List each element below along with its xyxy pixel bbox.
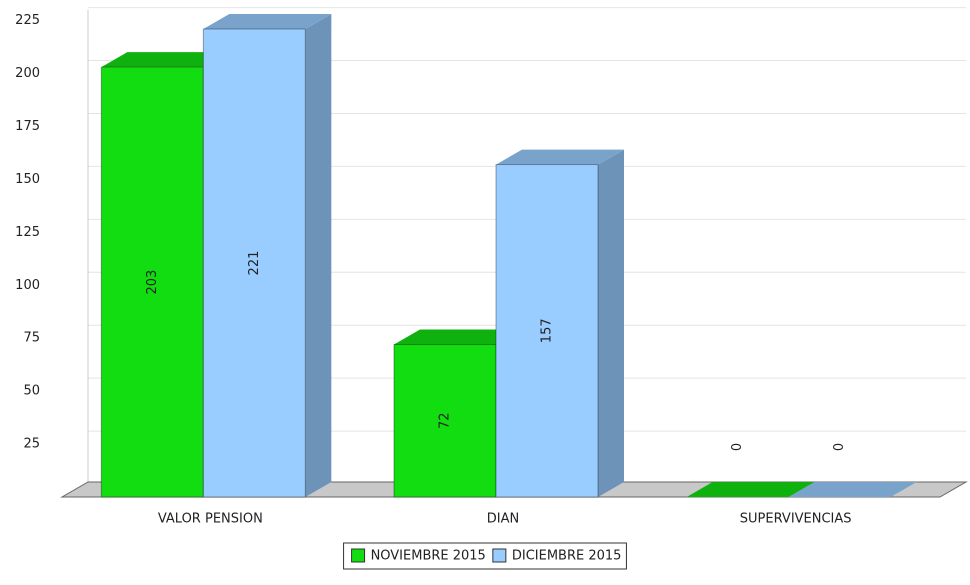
x-tick-label: SUPERVIVENCIAS	[740, 512, 852, 527]
bar-group: 0	[686, 443, 815, 497]
bar-top	[101, 52, 230, 68]
bar-group: 0	[788, 443, 917, 497]
bar	[100, 66, 204, 498]
y-tick-label: 175	[15, 119, 40, 134]
bar-top	[203, 14, 332, 30]
legend-swatch	[351, 548, 366, 563]
data-label: 72	[438, 413, 453, 430]
bar-group: 157	[495, 149, 624, 498]
bar-side	[598, 149, 624, 497]
bar-top	[496, 149, 624, 165]
data-label: 221	[247, 251, 262, 276]
x-tick-label: VALOR PENSION	[158, 512, 263, 527]
y-tick-label: 25	[23, 437, 40, 452]
data-label: 0	[730, 443, 745, 451]
data-label: 0	[832, 443, 847, 451]
bar-top	[788, 482, 917, 497]
y-tick-label: 75	[23, 331, 40, 346]
legend-box	[343, 542, 627, 570]
bar	[202, 28, 306, 498]
legend: NOVIEMBRE 2015 DICIEMBRE 2015	[343, 542, 627, 570]
y-tick-label: 50	[23, 384, 40, 399]
legend-label: NOVIEMBRE 2015	[371, 549, 486, 564]
bar-group: 221	[202, 14, 332, 498]
bar	[495, 164, 599, 498]
y-tick-label: 225	[15, 13, 40, 28]
bar-top	[394, 329, 522, 345]
x-tick-label: DIAN	[487, 512, 519, 527]
y-tick-label: 100	[15, 278, 40, 293]
bar-side	[305, 14, 332, 498]
y-tick-label: 125	[15, 225, 40, 240]
y-tick-label: 200	[15, 66, 40, 81]
data-label: 203	[145, 270, 160, 295]
bar-top	[686, 482, 815, 497]
legend-label: DICIEMBRE 2015	[512, 549, 622, 564]
data-label: 157	[540, 318, 555, 343]
y-tick-label: 150	[15, 172, 40, 187]
legend-swatch	[492, 548, 507, 563]
